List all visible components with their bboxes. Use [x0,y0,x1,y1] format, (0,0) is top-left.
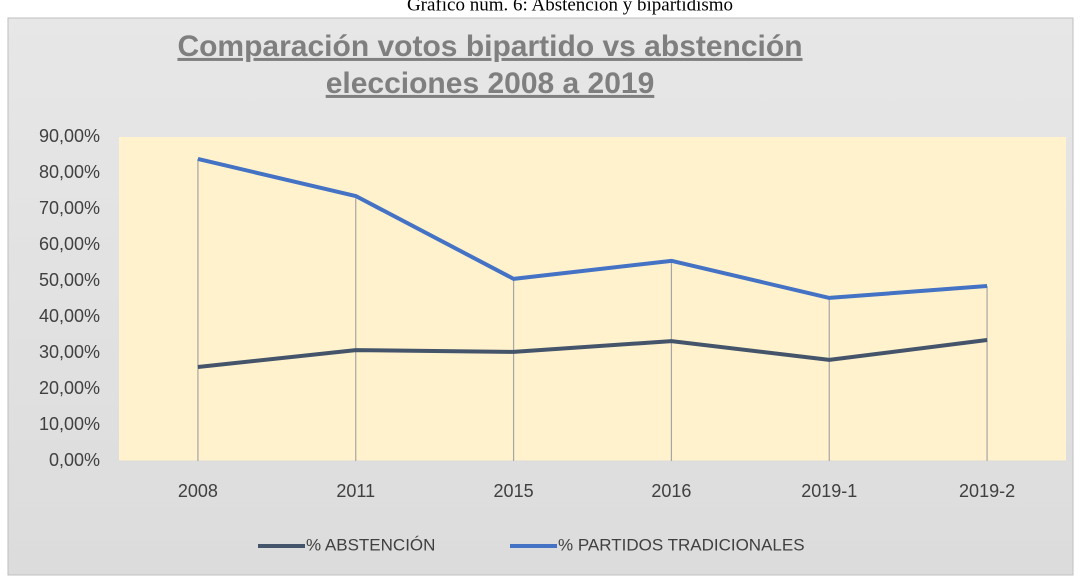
y-tick-label: 90,00% [39,126,100,146]
y-tick-label: 10,00% [39,414,100,434]
plot-area [119,137,1066,461]
x-tick-label: 2016 [651,481,691,501]
x-tick-label: 2015 [494,481,534,501]
legend-label: % PARTIDOS TRADICIONALES [558,535,805,554]
x-tick-label: 2011 [336,481,375,501]
chart-title: elecciones 2008 a 2019 [326,67,655,100]
series-line [197,338,988,370]
x-tick-label: 2019-1 [801,481,857,501]
y-tick-label: 30,00% [39,342,100,362]
x-tick-label: 2019-2 [959,481,1015,501]
chart-title: Comparación votos bipartido vs abstenció… [177,30,802,63]
y-tick-label: 60,00% [39,234,100,254]
y-tick-label: 70,00% [39,198,100,218]
y-tick-label: 20,00% [39,378,100,398]
y-tick-label: 40,00% [39,306,100,326]
x-tick-label: 2008 [178,481,218,501]
y-tick-label: 80,00% [39,162,100,182]
y-tick-label: 50,00% [39,270,100,290]
legend-label: % ABSTENCIÓN [306,535,435,554]
y-tick-label: 0,00% [49,450,100,470]
series-line [197,157,988,300]
caption: Gráfico núm. 6: Abstención y bipartidism… [407,0,733,15]
